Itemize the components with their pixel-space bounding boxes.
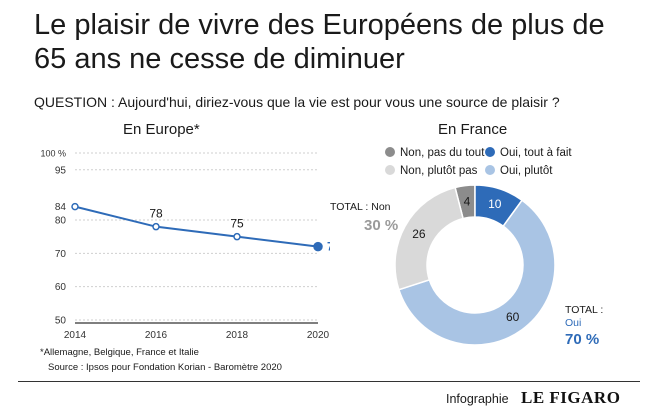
europe-series-line [74,205,319,248]
total-non-label: TOTAL : Non [330,201,391,213]
data-label: 78 [149,207,163,221]
france-chart-title: En France [438,121,508,138]
legend-label: Oui, tout à fait [500,147,572,159]
y-start-label: 84 [55,202,67,213]
x-tick-label: 2014 [64,330,87,341]
legend-swatch [385,147,395,157]
slice-label: 10 [488,197,502,211]
slice-label: 4 [464,195,471,209]
france-donut-chart: Non, pas du tout Oui, tout à fait Non, plu… [330,147,603,348]
y-tick-label: 70 [55,249,67,260]
data-point [313,241,323,252]
y-tick-label: 100 % [40,149,66,159]
brand-logo: LE FIGARO [521,388,621,407]
europe-chart-title: En Europe* [123,121,200,138]
donut-slice [394,186,464,291]
x-tick-label: 2016 [145,330,168,341]
footnote: *Allemagne, Belgique, France et Italie [40,347,199,358]
legend-label: Non, plutôt pas [400,165,478,177]
legend-swatch [485,147,495,157]
y-tick-label: 60 [55,282,67,293]
slice-label: 60 [506,310,520,324]
question-text: QUESTION : Aujourd'hui, diriez-vous que … [34,94,560,110]
footer-divider [18,381,640,382]
data-label: 75 [230,217,244,231]
source-note: Source : Ipsos pour Fondation Korian - B… [48,362,282,373]
total-oui-value: 70 % [565,331,599,348]
data-label-final: 72 % [327,240,330,254]
x-tick-label: 2020 [307,330,330,341]
total-oui-sublabel: Oui [565,317,581,329]
europe-line-chart: 100 % 95 80 70 60 50 84 2014 2016 2018 2020 78 75 72 … [40,149,330,342]
y-tick-label: 95 [55,165,67,176]
total-oui-label: TOTAL : [565,304,603,316]
slice-label: 26 [412,227,426,241]
legend-label: Non, pas du tout [400,147,485,159]
x-tick-label: 2018 [226,330,249,341]
legend-swatch [385,165,395,175]
donut-slice [397,199,556,346]
data-point [71,202,79,211]
credit-label: Infographie [446,392,509,406]
data-point [152,222,160,231]
page-title: Le plaisir de vivre des Européens de plu… [34,9,605,75]
total-non-value: 30 % [364,217,398,234]
legend-swatch [485,165,495,175]
y-tick-label: 80 [55,216,67,227]
legend-label: Oui, plutôt [500,165,553,177]
data-point [233,232,241,241]
y-tick-label: 50 [55,316,67,327]
